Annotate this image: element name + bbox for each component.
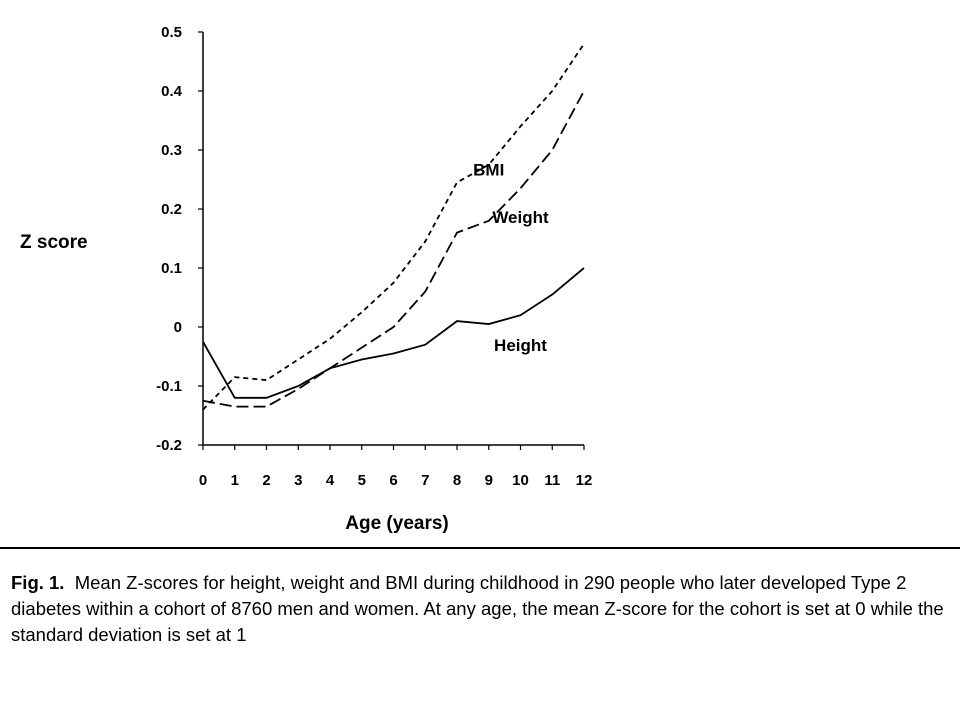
series-label-bmi: BMI (473, 160, 504, 179)
x-tick-label: 3 (294, 472, 302, 489)
x-tick-label: 4 (326, 472, 335, 489)
y-tick-label: 0.2 (161, 201, 182, 218)
x-tick-label: 5 (358, 472, 366, 489)
x-tick-label: 12 (576, 472, 593, 489)
x-axis-title: Age (years) (345, 513, 449, 534)
series-label-height: Height (494, 336, 547, 355)
figure-label: Fig. 1. (11, 572, 65, 593)
line-chart: -0.2-0.100.10.20.30.40.5 0 1 2 3 4 5 6 7 8 9 10 11 1… (20, 24, 593, 534)
x-axis-ticks: 0 1 2 3 4 5 6 7 8 9 10 11 12 (199, 445, 593, 489)
series-line-bmi (202, 43, 585, 411)
x-tick-label: 10 (512, 472, 529, 489)
chart-series (202, 43, 585, 411)
x-tick-label: 6 (389, 472, 397, 489)
caption-divider (0, 547, 960, 549)
series-label-weight: Weight (492, 208, 549, 227)
x-tick-label: 11 (544, 472, 560, 489)
series-labels: BMI Weight Height (473, 160, 549, 355)
x-tick-label: 0 (199, 472, 207, 489)
y-tick-label: 0.4 (161, 83, 183, 100)
y-tick-label: -0.2 (156, 437, 182, 454)
x-tick-label: 7 (421, 472, 429, 489)
series-line-weight (202, 90, 585, 408)
series-line-height (202, 267, 585, 399)
x-tick-label: 1 (231, 472, 239, 489)
x-tick-label: 8 (453, 472, 461, 489)
caption-text: Mean Z-scores for height, weight and BMI… (11, 572, 944, 645)
x-tick-label: 2 (262, 472, 270, 489)
y-tick-label: 0 (174, 319, 182, 336)
x-tick-label: 9 (485, 472, 493, 489)
y-tick-label: 0.5 (161, 24, 182, 41)
figure-caption: Fig. 1. Mean Z-scores for height, weight… (11, 570, 946, 648)
y-tick-label: -0.1 (156, 378, 182, 395)
y-axis-ticks: -0.2 -0.1 0 0.1 0.2 0.3 0.4 0.5 (156, 24, 203, 454)
y-tick-label: 0.1 (161, 260, 182, 277)
y-axis-title: Z score (20, 232, 88, 253)
chart-axes (202, 32, 584, 446)
y-tick-label: 0.3 (161, 142, 182, 159)
